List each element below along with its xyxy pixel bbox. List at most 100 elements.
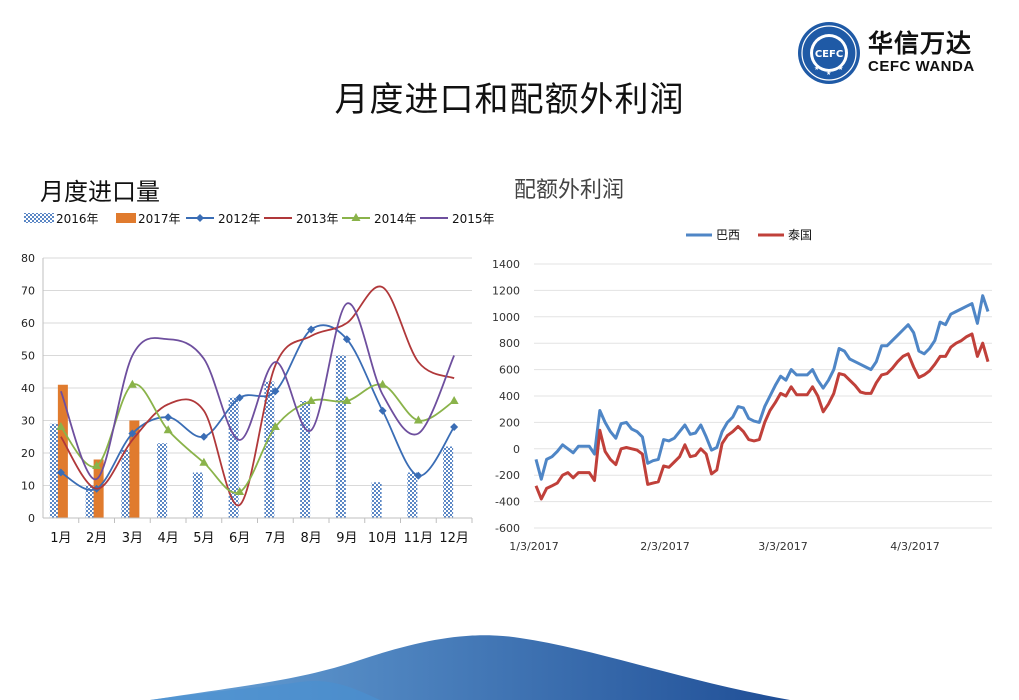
line-2015年 (60, 302, 455, 480)
y-tick-label: 400 (499, 390, 520, 403)
bar-2016年-5月 (192, 472, 203, 518)
point-2014年-12月 (449, 396, 459, 404)
point-2014年-7月 (270, 422, 280, 430)
y-tick-label: 0 (28, 512, 35, 525)
x-tick-label: 8月 (300, 531, 321, 546)
point-2014年-5月 (199, 457, 209, 466)
y-tick-label: 10 (21, 480, 35, 493)
x-tick-label: 2月 (86, 531, 107, 546)
legend-item-巴西: 巴西 (686, 228, 740, 242)
legend-label: 2016年 (56, 212, 99, 226)
legend-label: 巴西 (716, 228, 740, 242)
legend-label: 2013年 (296, 212, 339, 226)
logo-name-en: CEFC WANDA (868, 58, 975, 75)
page-title: 月度进口和配额外利润 (334, 80, 685, 120)
y-tick-label: 80 (21, 252, 35, 265)
y-tick-label: -600 (495, 522, 520, 535)
y-tick-label: 600 (499, 364, 520, 377)
legend-item-2016年: 2016年 (24, 212, 99, 226)
legend-marker (351, 213, 361, 221)
line-巴西 (534, 294, 990, 481)
x-tick-label: 1月 (50, 531, 71, 546)
svg-text:★: ★ (814, 65, 819, 72)
x-tick-label: 12月 (439, 531, 469, 546)
point-2014年-10月 (378, 379, 388, 388)
y-tick-label: -200 (495, 469, 520, 482)
y-tick-label: -400 (495, 496, 520, 509)
point-2012年-8月 (307, 325, 316, 334)
footer-wave-decoration (150, 635, 790, 700)
y-tick-label: 200 (499, 416, 520, 429)
x-tick-label: 3月 (122, 531, 143, 546)
y-tick-label: 1000 (492, 311, 520, 324)
legend-marker (196, 214, 204, 222)
point-2012年-7月 (271, 387, 280, 396)
bar-2017年-1月 (57, 384, 68, 518)
legend-label: 2015年 (452, 212, 495, 226)
legend-swatch (116, 213, 136, 223)
line-泰国 (534, 332, 990, 501)
point-2012年-1月 (56, 468, 65, 477)
x-tick-label: 4/3/2017 (890, 540, 939, 553)
bar-2016年-4月 (157, 443, 168, 518)
point-2014年-2月 (92, 461, 102, 469)
svg-text:★: ★ (838, 65, 843, 72)
point-2014年-3月 (127, 379, 137, 388)
x-tick-label: 2/3/2017 (640, 540, 689, 553)
svg-text:★: ★ (826, 70, 831, 77)
legend-item-泰国: 泰国 (758, 228, 812, 242)
point-2012年-3月 (128, 429, 137, 438)
point-2014年-9月 (342, 396, 352, 404)
y-tick-label: 0 (513, 443, 520, 456)
legend-label: 2012年 (218, 212, 261, 226)
legend-label: 2014年 (374, 212, 417, 226)
point-2012年-10月 (378, 406, 387, 415)
x-tick-label: 7月 (265, 531, 286, 546)
bar-2016年-11月 (407, 472, 418, 518)
y-tick-label: 30 (21, 415, 35, 428)
bar-2016年-1月 (49, 423, 60, 518)
x-tick-label: 4月 (157, 531, 178, 546)
point-2012年-6月 (235, 393, 244, 402)
y-tick-label: 60 (21, 317, 35, 330)
logo-name-cn: 华信万达 (868, 29, 973, 58)
bar-2016年-8月 (300, 401, 311, 518)
x-tick-label: 5月 (193, 531, 214, 546)
line-2012年 (60, 324, 455, 491)
bar-2016年-2月 (85, 485, 96, 518)
point-2012年-4月 (164, 413, 173, 422)
legend-item-2014年: 2014年 (342, 212, 417, 226)
bar-2016年-3月 (121, 449, 132, 518)
x-tick-label: 6月 (229, 531, 250, 546)
point-2014年-1月 (56, 422, 66, 430)
quota-profit-chart: 巴西 泰国 -600 -400 -200 0 200 400 600 800 1000 1200 14… (492, 228, 992, 553)
legend-item-2013年: 2013年 (264, 212, 339, 226)
bar-2016年-6月 (228, 397, 239, 518)
bar-2016年-9月 (335, 355, 346, 518)
x-tick-label: 3/3/2017 (758, 540, 807, 553)
x-tick-label: 9月 (336, 531, 357, 546)
cefc-emblem-icon: CEFC ★ ★ ★ (798, 22, 860, 84)
x-tick-label: 11月 (404, 531, 434, 546)
point-2012年-5月 (199, 432, 208, 441)
point-2014年-6月 (235, 487, 245, 495)
company-logo: CEFC ★ ★ ★ 华信万达 CEFC WANDA (796, 20, 996, 86)
monthly-import-chart: 2016年 2017年 2012年 2013年 2014年 2015年 0 10 20 30 40… (21, 212, 495, 546)
y-tick-label: 800 (499, 337, 520, 350)
point-2012年-12月 (450, 423, 459, 431)
point-2014年-4月 (163, 425, 173, 434)
point-2014年-11月 (413, 415, 423, 424)
legend-swatch (24, 213, 54, 223)
legend-item-2017年: 2017年 (116, 212, 181, 226)
bar-2016年-12月 (443, 446, 454, 518)
x-tick-label: 1/3/2017 (509, 540, 558, 553)
x-tick-label: 10月 (368, 531, 398, 546)
profit-chart-title: 配额外利润 (514, 178, 625, 203)
legend-item-2015年: 2015年 (420, 212, 495, 226)
legend-item-2012年: 2012年 (186, 212, 261, 226)
line-2013年 (60, 285, 455, 506)
y-tick-label: 70 (21, 285, 35, 298)
emblem-text: CEFC (815, 49, 843, 60)
point-2012年-9月 (342, 335, 351, 344)
y-tick-label: 40 (21, 382, 35, 395)
